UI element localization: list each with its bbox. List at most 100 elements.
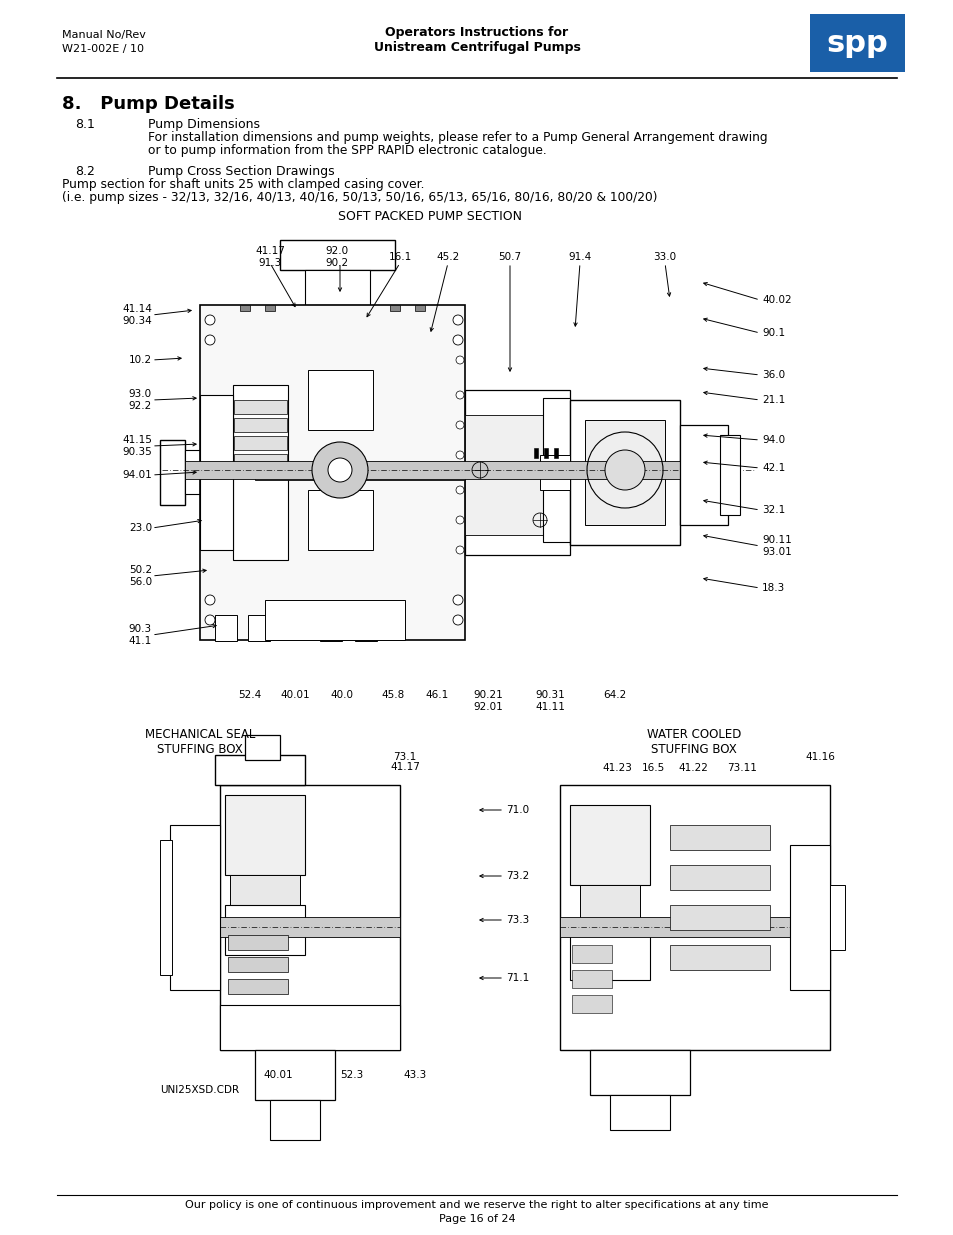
Bar (245, 735, 280, 760)
Text: 45.2: 45.2 (436, 252, 459, 262)
Text: 71.1: 71.1 (505, 973, 529, 983)
Text: 90.21
92.01: 90.21 92.01 (473, 690, 502, 711)
Text: or to pump information from the SPP RAPID electronic catalogue.: or to pump information from the SPP RAPI… (148, 144, 546, 157)
Circle shape (328, 458, 352, 482)
Text: 52.4: 52.4 (238, 690, 261, 700)
Bar (214, 755, 305, 785)
Text: 21.1: 21.1 (761, 395, 784, 405)
Text: 40.01: 40.01 (263, 1070, 293, 1079)
Text: 94.01: 94.01 (122, 471, 152, 480)
Bar (240, 305, 250, 311)
Text: 42.1: 42.1 (761, 463, 784, 473)
Text: Pump Cross Section Drawings: Pump Cross Section Drawings (148, 165, 335, 178)
Text: W21-002E / 10: W21-002E / 10 (62, 44, 144, 54)
Text: 90.1: 90.1 (761, 329, 784, 338)
Text: 8.   Pump Details: 8. Pump Details (62, 95, 234, 112)
Bar (160, 840, 172, 974)
Text: 90.11
93.01: 90.11 93.01 (761, 535, 791, 557)
Bar (609, 1095, 669, 1130)
Circle shape (205, 315, 214, 325)
Bar (214, 615, 236, 641)
Bar (170, 825, 220, 990)
Text: Operators Instructions for: Operators Instructions for (385, 26, 568, 40)
Text: 50.7: 50.7 (497, 252, 521, 262)
Text: 90.31
41.11: 90.31 41.11 (535, 690, 564, 711)
Bar (230, 876, 299, 905)
Circle shape (456, 391, 463, 399)
Text: 73.11: 73.11 (726, 763, 756, 773)
Bar (584, 420, 664, 525)
Bar (233, 417, 287, 432)
Text: spp: spp (825, 28, 887, 58)
Circle shape (453, 615, 462, 625)
Bar (185, 461, 734, 479)
Bar (554, 448, 558, 458)
Text: 45.8: 45.8 (381, 690, 404, 700)
Bar (572, 995, 612, 1013)
Text: 90.3
41.1: 90.3 41.1 (129, 624, 152, 646)
Bar (270, 1100, 319, 1140)
Text: 41.22: 41.22 (678, 763, 707, 773)
Text: 8.1: 8.1 (75, 119, 94, 131)
Text: 33.0: 33.0 (653, 252, 676, 262)
Bar (228, 935, 288, 950)
Bar (265, 305, 274, 311)
Circle shape (456, 516, 463, 524)
Bar (534, 448, 537, 458)
Text: 41.17
91.3: 41.17 91.3 (254, 246, 285, 268)
Bar (543, 448, 547, 458)
Text: 10.2: 10.2 (129, 354, 152, 366)
Circle shape (205, 615, 214, 625)
Bar (185, 450, 200, 494)
Bar (569, 805, 649, 885)
Bar (233, 436, 287, 450)
Bar (415, 305, 424, 311)
Text: 41.15
90.35: 41.15 90.35 (122, 435, 152, 457)
Bar (228, 979, 288, 994)
Bar (254, 1050, 335, 1100)
Text: 64.2: 64.2 (602, 690, 626, 700)
Text: WATER COOLED
STUFFING BOX: WATER COOLED STUFFING BOX (646, 727, 740, 756)
Bar (200, 395, 233, 550)
Text: 94.0: 94.0 (761, 435, 784, 445)
Circle shape (604, 450, 644, 490)
Text: Manual No/Rev: Manual No/Rev (62, 30, 146, 40)
Bar (572, 969, 612, 988)
Circle shape (205, 595, 214, 605)
Text: 40.0: 40.0 (330, 690, 354, 700)
Circle shape (456, 421, 463, 429)
Circle shape (456, 487, 463, 494)
Text: Page 16 of 24: Page 16 of 24 (438, 1214, 515, 1224)
Bar (539, 454, 569, 490)
Text: Pump Dimensions: Pump Dimensions (148, 119, 260, 131)
Text: 40.01: 40.01 (280, 690, 310, 700)
Bar (669, 864, 769, 890)
Text: SOFT PACKED PUMP SECTION: SOFT PACKED PUMP SECTION (337, 210, 521, 224)
Bar (572, 945, 612, 963)
Bar (280, 240, 395, 270)
Bar (225, 905, 305, 955)
Bar (789, 845, 829, 990)
Text: 93.0
92.2: 93.0 92.2 (129, 389, 152, 411)
Bar (669, 905, 769, 930)
Bar (319, 615, 341, 641)
Bar (200, 305, 464, 640)
Text: 41.16: 41.16 (804, 752, 834, 762)
Circle shape (453, 595, 462, 605)
Circle shape (456, 451, 463, 459)
Bar (228, 957, 288, 972)
Text: 46.1: 46.1 (425, 690, 448, 700)
Bar (720, 435, 740, 515)
Text: 43.3: 43.3 (403, 1070, 426, 1079)
Bar (679, 425, 727, 525)
Bar (265, 600, 405, 640)
Text: 41.17: 41.17 (390, 762, 419, 772)
Circle shape (453, 315, 462, 325)
Bar (559, 785, 829, 1050)
Text: 40.02: 40.02 (761, 295, 791, 305)
Bar (220, 785, 399, 1050)
Bar (248, 615, 270, 641)
Circle shape (456, 546, 463, 555)
Bar (220, 918, 399, 937)
Bar (220, 1005, 399, 1050)
